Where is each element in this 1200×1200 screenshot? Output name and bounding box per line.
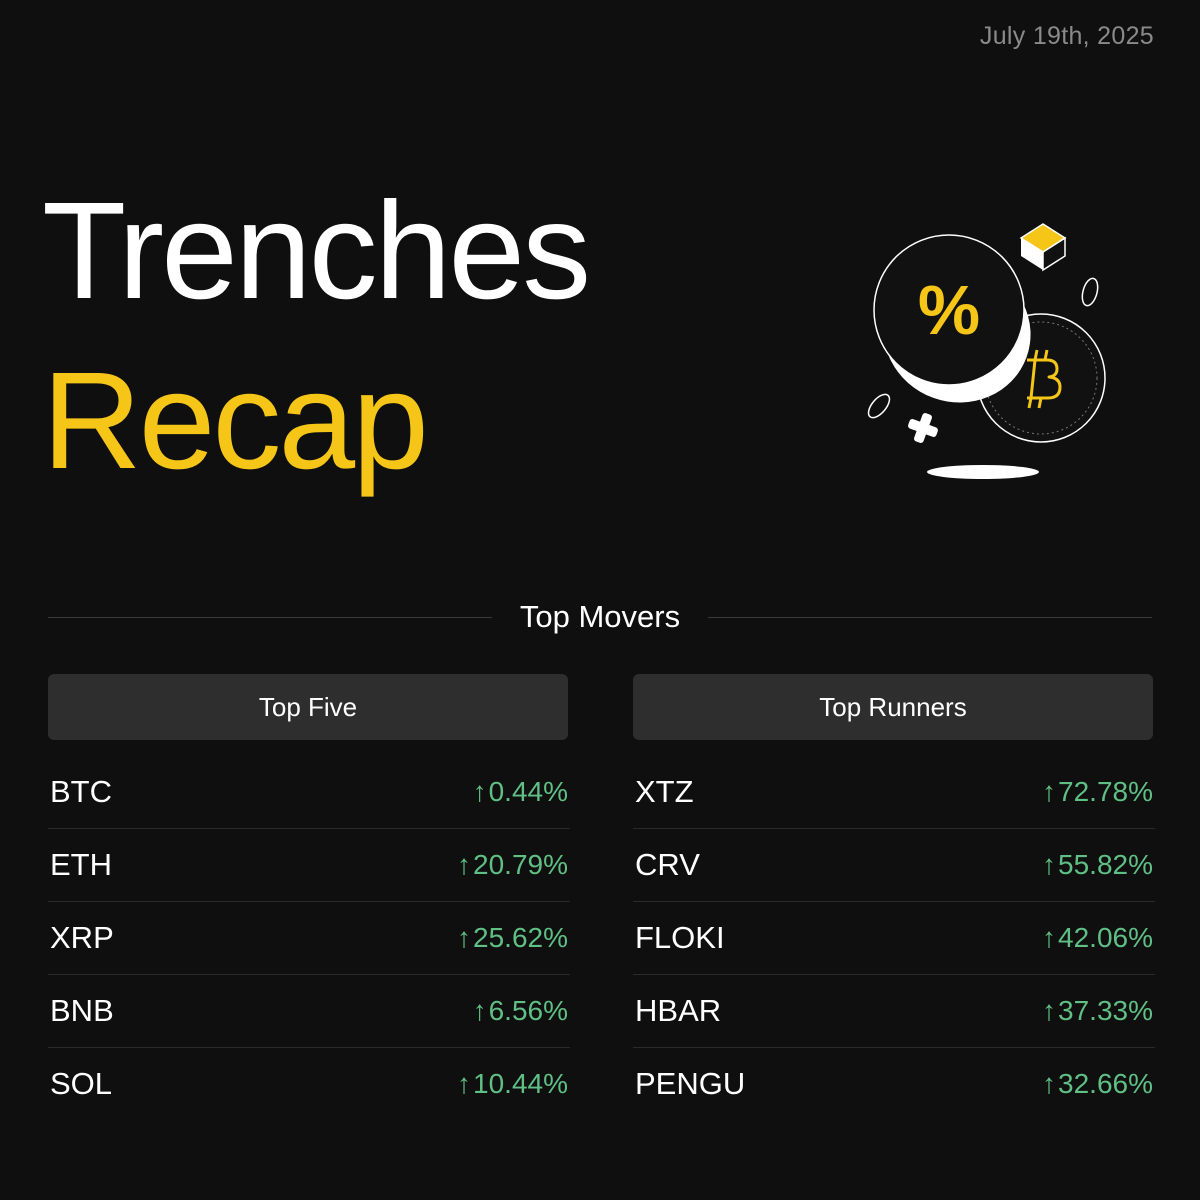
coin-symbol: XTZ xyxy=(635,774,694,809)
page-title: Trenches xyxy=(42,174,591,328)
percent-coin-icon: % xyxy=(873,234,1031,403)
arrow-up-icon: ↑ xyxy=(1042,1068,1057,1099)
arrow-up-icon: ↑ xyxy=(1042,776,1057,807)
price-change: ↑ 37.33% xyxy=(1042,995,1153,1026)
arrow-up-icon: ↑ xyxy=(457,1068,472,1099)
page-subtitle: Recap xyxy=(42,344,429,498)
arrow-up-icon: ↑ xyxy=(457,922,472,953)
price-change: ↑ 0.44% xyxy=(472,776,568,807)
top-five-list: BTC ↑ 0.44% ETH ↑ 20.79% XRP ↑ 25.62% BNB ↑… xyxy=(48,756,570,1120)
tab-top-runners[interactable]: Top Runners xyxy=(633,674,1153,740)
section-title: Top Movers xyxy=(519,599,681,634)
list-item: CRV ↑ 55.82% xyxy=(633,829,1155,902)
coin-symbol: XRP xyxy=(50,920,114,955)
price-change: ↑ 72.78% xyxy=(1042,776,1153,807)
coin-symbol: SOL xyxy=(50,1066,113,1101)
arrow-up-icon: ↑ xyxy=(472,776,487,807)
list-item: PENGU ↑ 32.66% xyxy=(633,1048,1155,1120)
arrow-up-icon: ↑ xyxy=(472,995,487,1026)
arrow-up-icon: ↑ xyxy=(1042,849,1057,880)
coin-symbol: CRV xyxy=(635,847,700,882)
cube-icon xyxy=(1019,223,1067,272)
divider xyxy=(48,616,492,618)
arrow-up-icon: ↑ xyxy=(457,849,472,880)
list-item: XRP ↑ 25.62% xyxy=(48,902,570,975)
tab-top-five[interactable]: Top Five xyxy=(48,674,568,740)
divider xyxy=(708,616,1153,618)
ring-icon xyxy=(867,393,891,419)
coin-symbol: FLOKI xyxy=(635,920,725,955)
price-change: ↑ 55.82% xyxy=(1042,849,1153,880)
list-item: HBAR ↑ 37.33% xyxy=(633,975,1155,1048)
price-change: ↑ 25.62% xyxy=(457,922,568,953)
coin-symbol: PENGU xyxy=(635,1066,746,1101)
price-change: ↑ 6.56% xyxy=(472,995,568,1026)
price-change: ↑ 10.44% xyxy=(457,1068,568,1099)
percent-symbol: % xyxy=(918,271,980,349)
price-change: ↑ 42.06% xyxy=(1042,922,1153,953)
coin-symbol: BNB xyxy=(50,993,114,1028)
list-item: ETH ↑ 20.79% xyxy=(48,829,570,902)
list-item: FLOKI ↑ 42.06% xyxy=(633,902,1155,975)
list-item: BNB ↑ 6.56% xyxy=(48,975,570,1048)
arrow-up-icon: ↑ xyxy=(1042,995,1057,1026)
coin-symbol: HBAR xyxy=(635,993,722,1028)
ring-icon xyxy=(1081,277,1099,307)
list-item: SOL ↑ 10.44% xyxy=(48,1048,570,1120)
coin-symbol: BTC xyxy=(50,774,112,809)
list-item: BTC ↑ 0.44% xyxy=(48,756,570,829)
price-change: ↑ 20.79% xyxy=(457,849,568,880)
coin-symbol: ETH xyxy=(50,847,112,882)
date-label: July 19th, 2025 xyxy=(979,22,1154,50)
top-runners-column: Top Runners XTZ ↑ 72.78% CRV ↑ 55.82% FLOK… xyxy=(633,674,1155,1120)
arrow-up-icon: ↑ xyxy=(1042,922,1057,953)
list-item: XTZ ↑ 72.78% xyxy=(633,756,1155,829)
shadow-ellipse xyxy=(927,465,1039,479)
top-movers-header: Top Movers xyxy=(48,595,1153,639)
crypto-illustration: % xyxy=(855,210,1115,500)
cross-icon xyxy=(908,413,938,443)
top-five-column: Top Five BTC ↑ 0.44% ETH ↑ 20.79% XRP ↑ 25.… xyxy=(48,674,570,1120)
top-runners-list: XTZ ↑ 72.78% CRV ↑ 55.82% FLOKI ↑ 42.06% HB… xyxy=(633,756,1155,1120)
price-change: ↑ 32.66% xyxy=(1042,1068,1153,1099)
